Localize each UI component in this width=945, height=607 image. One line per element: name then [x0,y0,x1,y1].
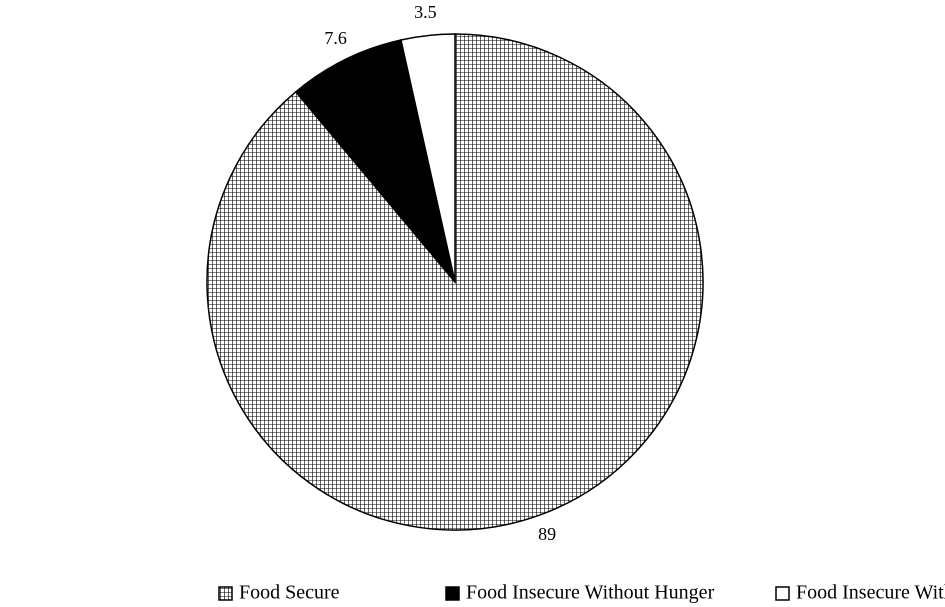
legend-marker [775,586,790,601]
pie-slice [294,39,456,283]
pie-slice [400,33,456,283]
legend-label: Food Insecure Without Hunger [466,582,715,604]
legend-marker [218,586,233,601]
data-label: 3.5 [414,2,437,22]
data-label: 89 [538,524,556,544]
data-label: 7.6 [324,28,347,48]
legend-marker [445,586,460,601]
legend-label: Food Secure [239,582,340,604]
legend-label: Food Insecure With Hunger [796,582,945,604]
